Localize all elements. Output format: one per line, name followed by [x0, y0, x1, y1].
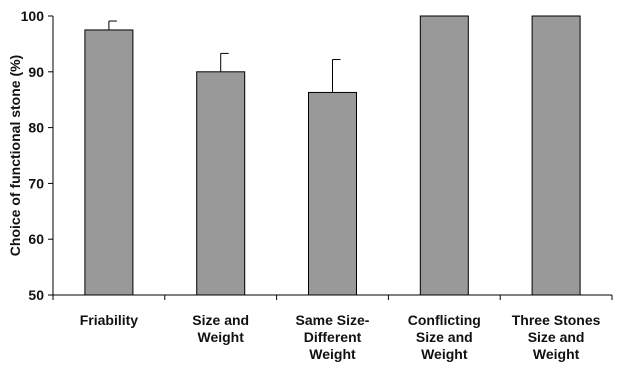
x-category-label-line: Three Stones [512, 312, 601, 328]
y-tick-label: 70 [28, 175, 44, 191]
x-category-label-line: Weight [309, 346, 356, 362]
y-tick-label: 100 [21, 8, 45, 24]
x-category-label: Friability [80, 312, 139, 328]
x-category-label-line: Weight [197, 329, 244, 345]
x-category-label-line: Different [304, 329, 362, 345]
x-category-label: Conflicting Size and Weight [408, 312, 481, 362]
y-tick-label: 80 [28, 120, 44, 136]
x-category-label: Size and Weight [192, 312, 249, 345]
x-category-label-line: Size and [192, 312, 249, 328]
y-tick-label: 90 [28, 64, 44, 80]
x-category-label-line: Weight [421, 346, 468, 362]
y-axis-title: Choice of functional stone (%) [7, 55, 23, 256]
x-category-label-line: Same Size- [296, 312, 370, 328]
bar [419, 15, 469, 296]
bar [308, 91, 357, 296]
x-category-label: Same Size-Different Weight [296, 312, 370, 362]
x-category-label-line: Friability [80, 312, 139, 328]
x-category-label-line: Conflicting [408, 312, 481, 328]
x-category-label-line: Weight [533, 346, 580, 362]
x-category-label-line: Size and [528, 329, 585, 345]
y-tick-label: 50 [28, 287, 44, 303]
bar [84, 29, 134, 296]
bar [531, 15, 581, 296]
bars-group [84, 15, 581, 296]
y-tick-label: 60 [28, 231, 44, 247]
bar [196, 71, 246, 296]
x-category-label: Three Stones Size and Weight [512, 312, 601, 362]
x-category-label-line: Size and [416, 329, 473, 345]
